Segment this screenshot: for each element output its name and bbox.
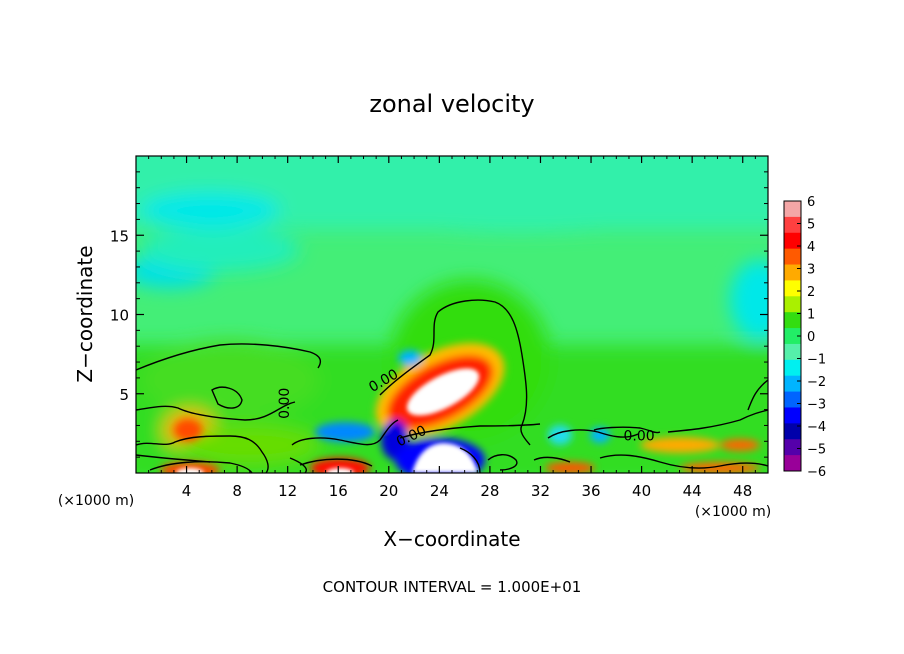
colorbar-swatch [784,280,801,297]
x-tick-label: 16 [329,482,348,500]
y-axis-label: Z−coordinate [73,245,97,382]
colorbar-swatch [784,248,801,266]
y-tick-label: 15 [110,227,129,245]
x-tick-label: 4 [182,482,192,500]
x-tick-label: 20 [379,482,398,500]
contour-interval-note: CONTOUR INTERVAL = 1.000E+01 [323,578,582,596]
y-tick-label: 10 [110,307,129,325]
x-tick-label: 36 [581,482,600,500]
colorbar-swatch [784,312,801,329]
x-tick-label: 32 [531,482,550,500]
x-tick-label: 40 [632,482,651,500]
colorbar-label: 4 [807,240,815,255]
colorbar-label: 6 [807,195,815,210]
colorbar-label: −4 [807,420,826,435]
x-unit-right: (×1000 m) [695,504,771,520]
colorbar-swatch [784,423,801,440]
x-tick-label: 28 [480,482,499,500]
colorbar-swatch [784,328,801,345]
y-axis-ticks: 5 10 15 [110,171,768,458]
colorbar-label: −6 [807,465,826,480]
colorbar-swatch [784,439,801,456]
x-axis-ticks: 4 8 12 16 20 24 28 32 36 40 44 48 [148,156,756,500]
x-tick-label: 12 [278,482,297,500]
x-tick-label: 44 [683,482,702,500]
y-tick-label: 5 [119,386,129,404]
colorbar-swatch [784,343,801,361]
colorbar-label: −1 [807,353,826,368]
colorbar-label: 1 [807,308,815,323]
x-tick-label: 48 [733,482,752,500]
colorbar-label: 0 [807,330,815,345]
colorbar-swatch [784,264,801,281]
colorbar-swatch [784,407,801,424]
zero-contours [136,299,768,473]
colorbar: 6 5 4 3 2 1 0 −1 −2 −3 −4 −5 −6 [783,195,826,480]
chart-title: zonal velocity [369,90,534,118]
colorbar-swatch [784,359,801,377]
colorbar-swatch [784,375,801,393]
colorbar-label: −3 [807,398,826,413]
contour-label: 0.00 [277,388,293,419]
x-axis-label: X−coordinate [383,527,520,551]
colorbar-label: 5 [807,218,815,233]
colorbar-swatch [784,201,801,218]
colorbar-label: 2 [807,285,815,300]
colorbar-label: −5 [807,443,826,458]
velocity-field [136,156,768,473]
x-tick-label: 8 [232,482,242,500]
contour-label: 0.00 [623,429,654,445]
colorbar-label: −2 [807,375,826,390]
colorbar-swatch [784,296,801,313]
colorbar-swatch [784,232,801,250]
x-tick-label: 24 [430,482,449,500]
colorbar-swatch [784,391,801,408]
x-unit-left: (×1000 m) [58,493,134,509]
colorbar-swatch [784,216,801,234]
colorbar-swatch [784,455,801,472]
colorbar-label: 3 [807,263,815,278]
